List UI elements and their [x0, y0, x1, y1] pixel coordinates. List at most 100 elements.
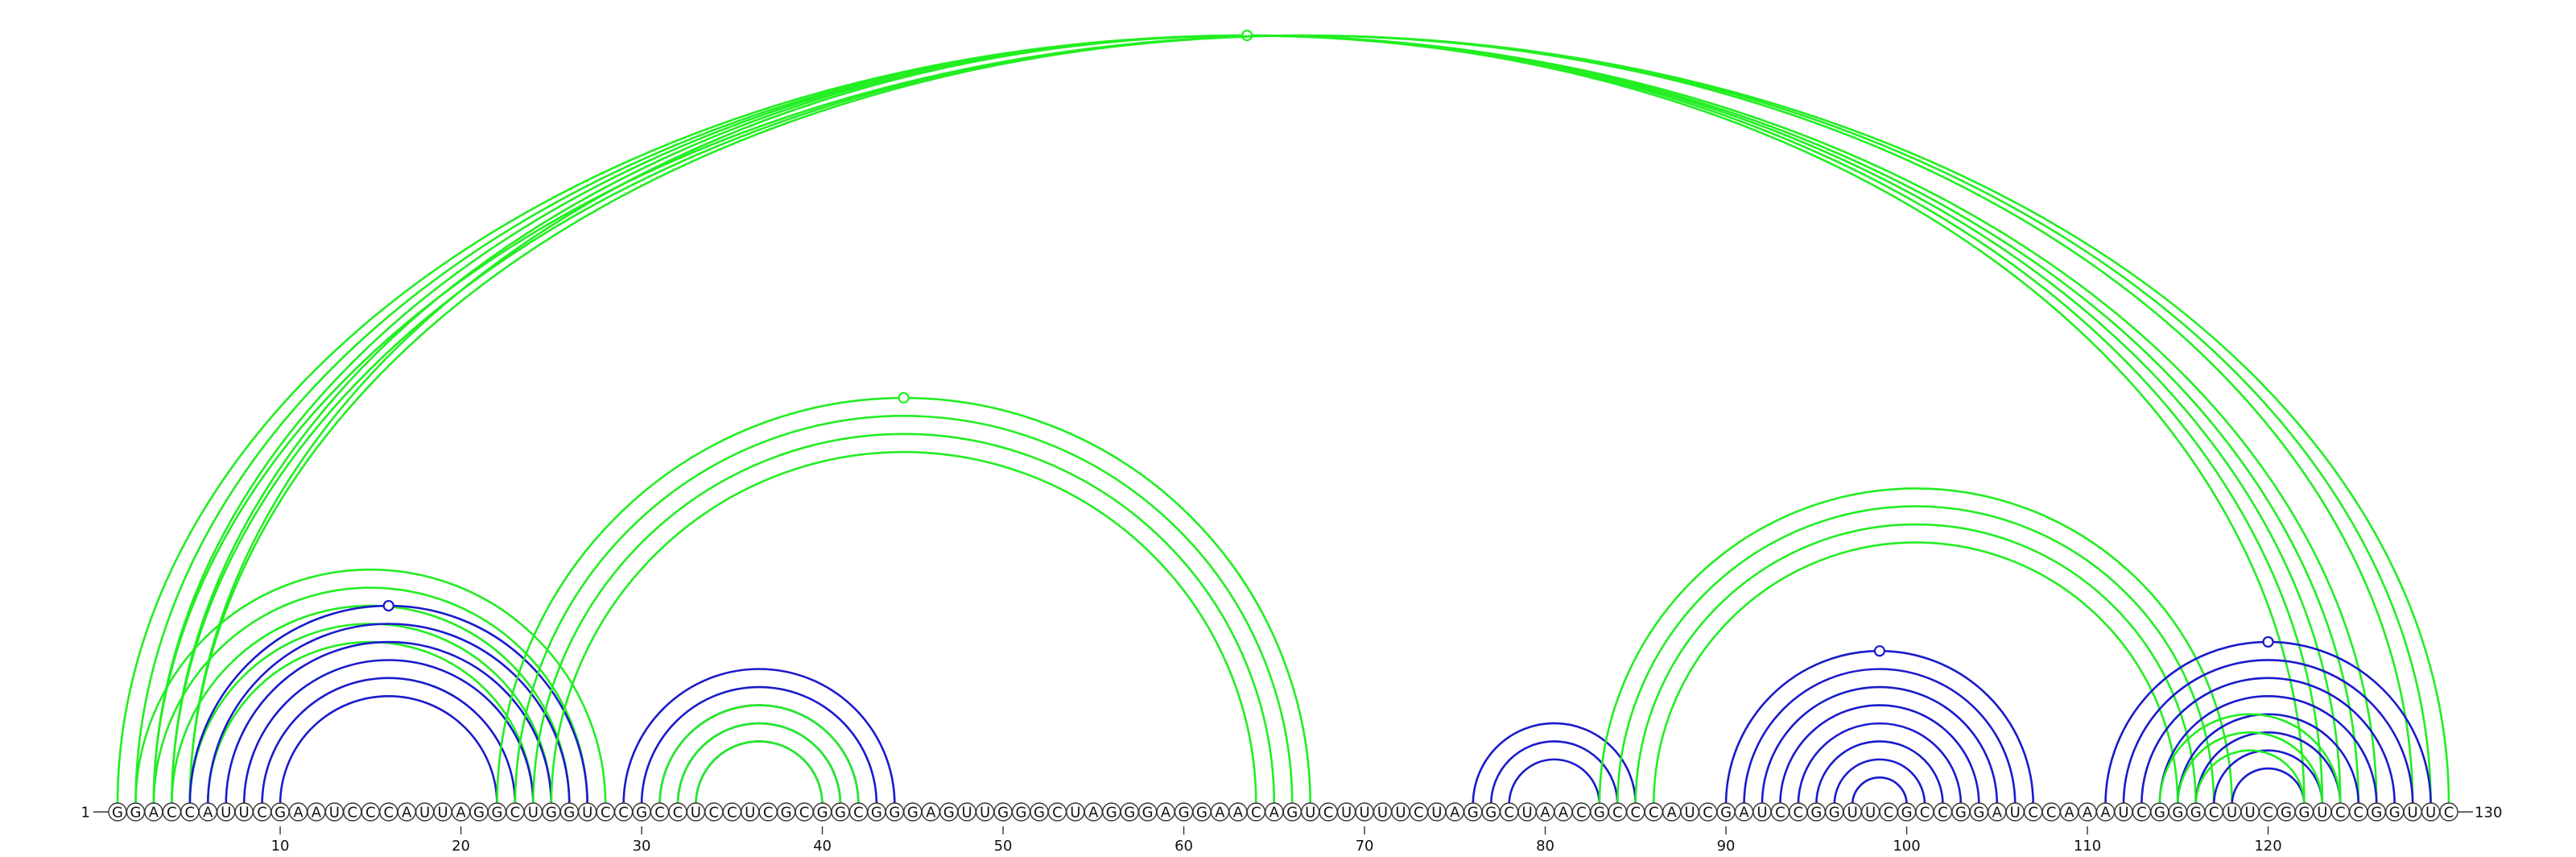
nucleotide: A	[2059, 802, 2079, 822]
nucleotide-letter: U	[582, 805, 592, 822]
nucleotide-letter: G	[1196, 805, 1208, 822]
nucleotide-letter: G	[1955, 805, 1967, 822]
pair-arc	[206, 623, 571, 805]
nucleotide: G	[939, 802, 959, 822]
nucleotide-letter: C	[1649, 805, 1659, 822]
nucleotide: G	[2150, 802, 2169, 822]
pair-arc	[279, 695, 498, 805]
nucleotide: A	[451, 802, 471, 822]
pair-arc	[152, 34, 2342, 805]
nucleotide-letter: C	[673, 805, 683, 822]
nucleotide: C	[2023, 802, 2043, 822]
nucleotide: C	[1698, 802, 1718, 822]
nucleotide-letter: G	[1286, 805, 1298, 822]
green-helix	[658, 704, 860, 805]
nucleotide-letter: C	[2209, 805, 2219, 822]
tick-label: 80	[1536, 838, 1554, 855]
nucleotide: A	[1554, 802, 1573, 822]
nucleotide-letter: C	[1414, 805, 1424, 822]
pair-arc	[695, 740, 824, 805]
nucleotide-letter: G	[1973, 805, 1984, 822]
nucleotide: U	[2240, 802, 2260, 822]
nucleotide-letter: G	[1016, 805, 1027, 822]
nucleotide: C	[2204, 802, 2223, 822]
nucleotide-letter: G	[817, 805, 828, 822]
green-helix	[496, 391, 1311, 805]
nucleotide-letter: U	[1847, 805, 1858, 822]
nucleotide-letter: C	[1612, 805, 1623, 822]
nucleotide-letter: C	[1576, 805, 1587, 822]
pair-arc	[622, 668, 896, 805]
nucleotide-letter: U	[1359, 805, 1369, 822]
nucleotide-letter: A	[1088, 805, 1099, 822]
nucleotide: U	[1300, 802, 1320, 822]
pair-arc	[1743, 668, 2017, 805]
nucleotide: C	[506, 802, 525, 822]
nucleotide-letter: U	[221, 805, 231, 822]
nucleotide-letter: U	[1341, 805, 1352, 822]
nucleotide-letter: C	[799, 805, 810, 822]
nucleotide-letter: C	[257, 805, 267, 822]
pair-arc	[496, 396, 1311, 805]
pair-arc	[1634, 523, 2198, 805]
pair-arc	[2194, 731, 2342, 805]
helix-marker	[2262, 636, 2274, 648]
pair-arc	[2104, 640, 2432, 805]
pair-arc	[190, 35, 2413, 805]
pair-arc	[1652, 541, 2179, 805]
nucleotide: G	[559, 802, 579, 822]
pair-arc	[135, 35, 2358, 805]
nucleotide-letter: C	[1504, 805, 1514, 822]
nucleotide: G	[1806, 802, 1827, 822]
nucleotide-letter: C	[2335, 805, 2346, 822]
nucleotide-letter: A	[402, 805, 412, 822]
pair-arc	[695, 740, 824, 805]
pair-arc	[2177, 713, 2360, 805]
nucleotide-letter: A	[1269, 805, 1280, 822]
nucleotide-letter: C	[1794, 805, 1804, 822]
nucleotide-letter: G	[871, 805, 882, 822]
nucleotide: G	[1120, 802, 1139, 822]
nucleotide: C	[668, 802, 687, 822]
nucleotide: U	[1680, 802, 1699, 822]
nucleotide: C	[650, 802, 670, 822]
nucleotide-letter: C	[1052, 805, 1063, 822]
pair-arc	[152, 34, 2450, 805]
nucleotide: G	[2186, 802, 2206, 822]
nucleotide-letter: C	[185, 805, 196, 822]
nucleotide-letter: G	[2172, 805, 2183, 822]
nucleotide: A	[2078, 802, 2097, 822]
pair-arc	[658, 704, 860, 805]
nucleotide-letter: G	[781, 805, 792, 822]
nucleotide-letter: G	[546, 805, 557, 822]
nucleotide: C	[704, 802, 724, 822]
blue-helix	[1472, 722, 1637, 805]
nucleotide: A	[2095, 802, 2116, 822]
nucleotide: C	[1789, 802, 1808, 822]
tick-label: 100	[1893, 838, 1920, 855]
nucleotide: C	[162, 802, 182, 822]
nucleotide: G	[126, 802, 146, 822]
pair-arc	[2158, 695, 2378, 805]
nucleotide-letter: C	[2046, 805, 2057, 822]
nucleotide-letter: U	[1757, 805, 1767, 822]
nucleotide: C	[180, 802, 200, 822]
nucleotide-letter: U	[2010, 805, 2021, 822]
nucleotide-letter: C	[1323, 805, 1334, 822]
nucleotide-letter: C	[2444, 805, 2454, 822]
nucleotide: U	[2005, 802, 2025, 822]
nucleotide: G	[487, 802, 507, 822]
nucleotide: C	[2439, 802, 2458, 822]
nucleotide-letter: C	[167, 805, 177, 822]
pair-arc	[242, 659, 535, 805]
nucleotide-letter: G	[491, 805, 502, 822]
nucleotide: G	[469, 802, 489, 822]
nucleotide-letter: G	[1901, 805, 1913, 822]
nucleotide-letter: U	[1865, 805, 1876, 822]
pair-arc	[1779, 704, 1980, 805]
nucleotide-letter: G	[473, 805, 485, 822]
pair-arc	[1472, 722, 1637, 805]
